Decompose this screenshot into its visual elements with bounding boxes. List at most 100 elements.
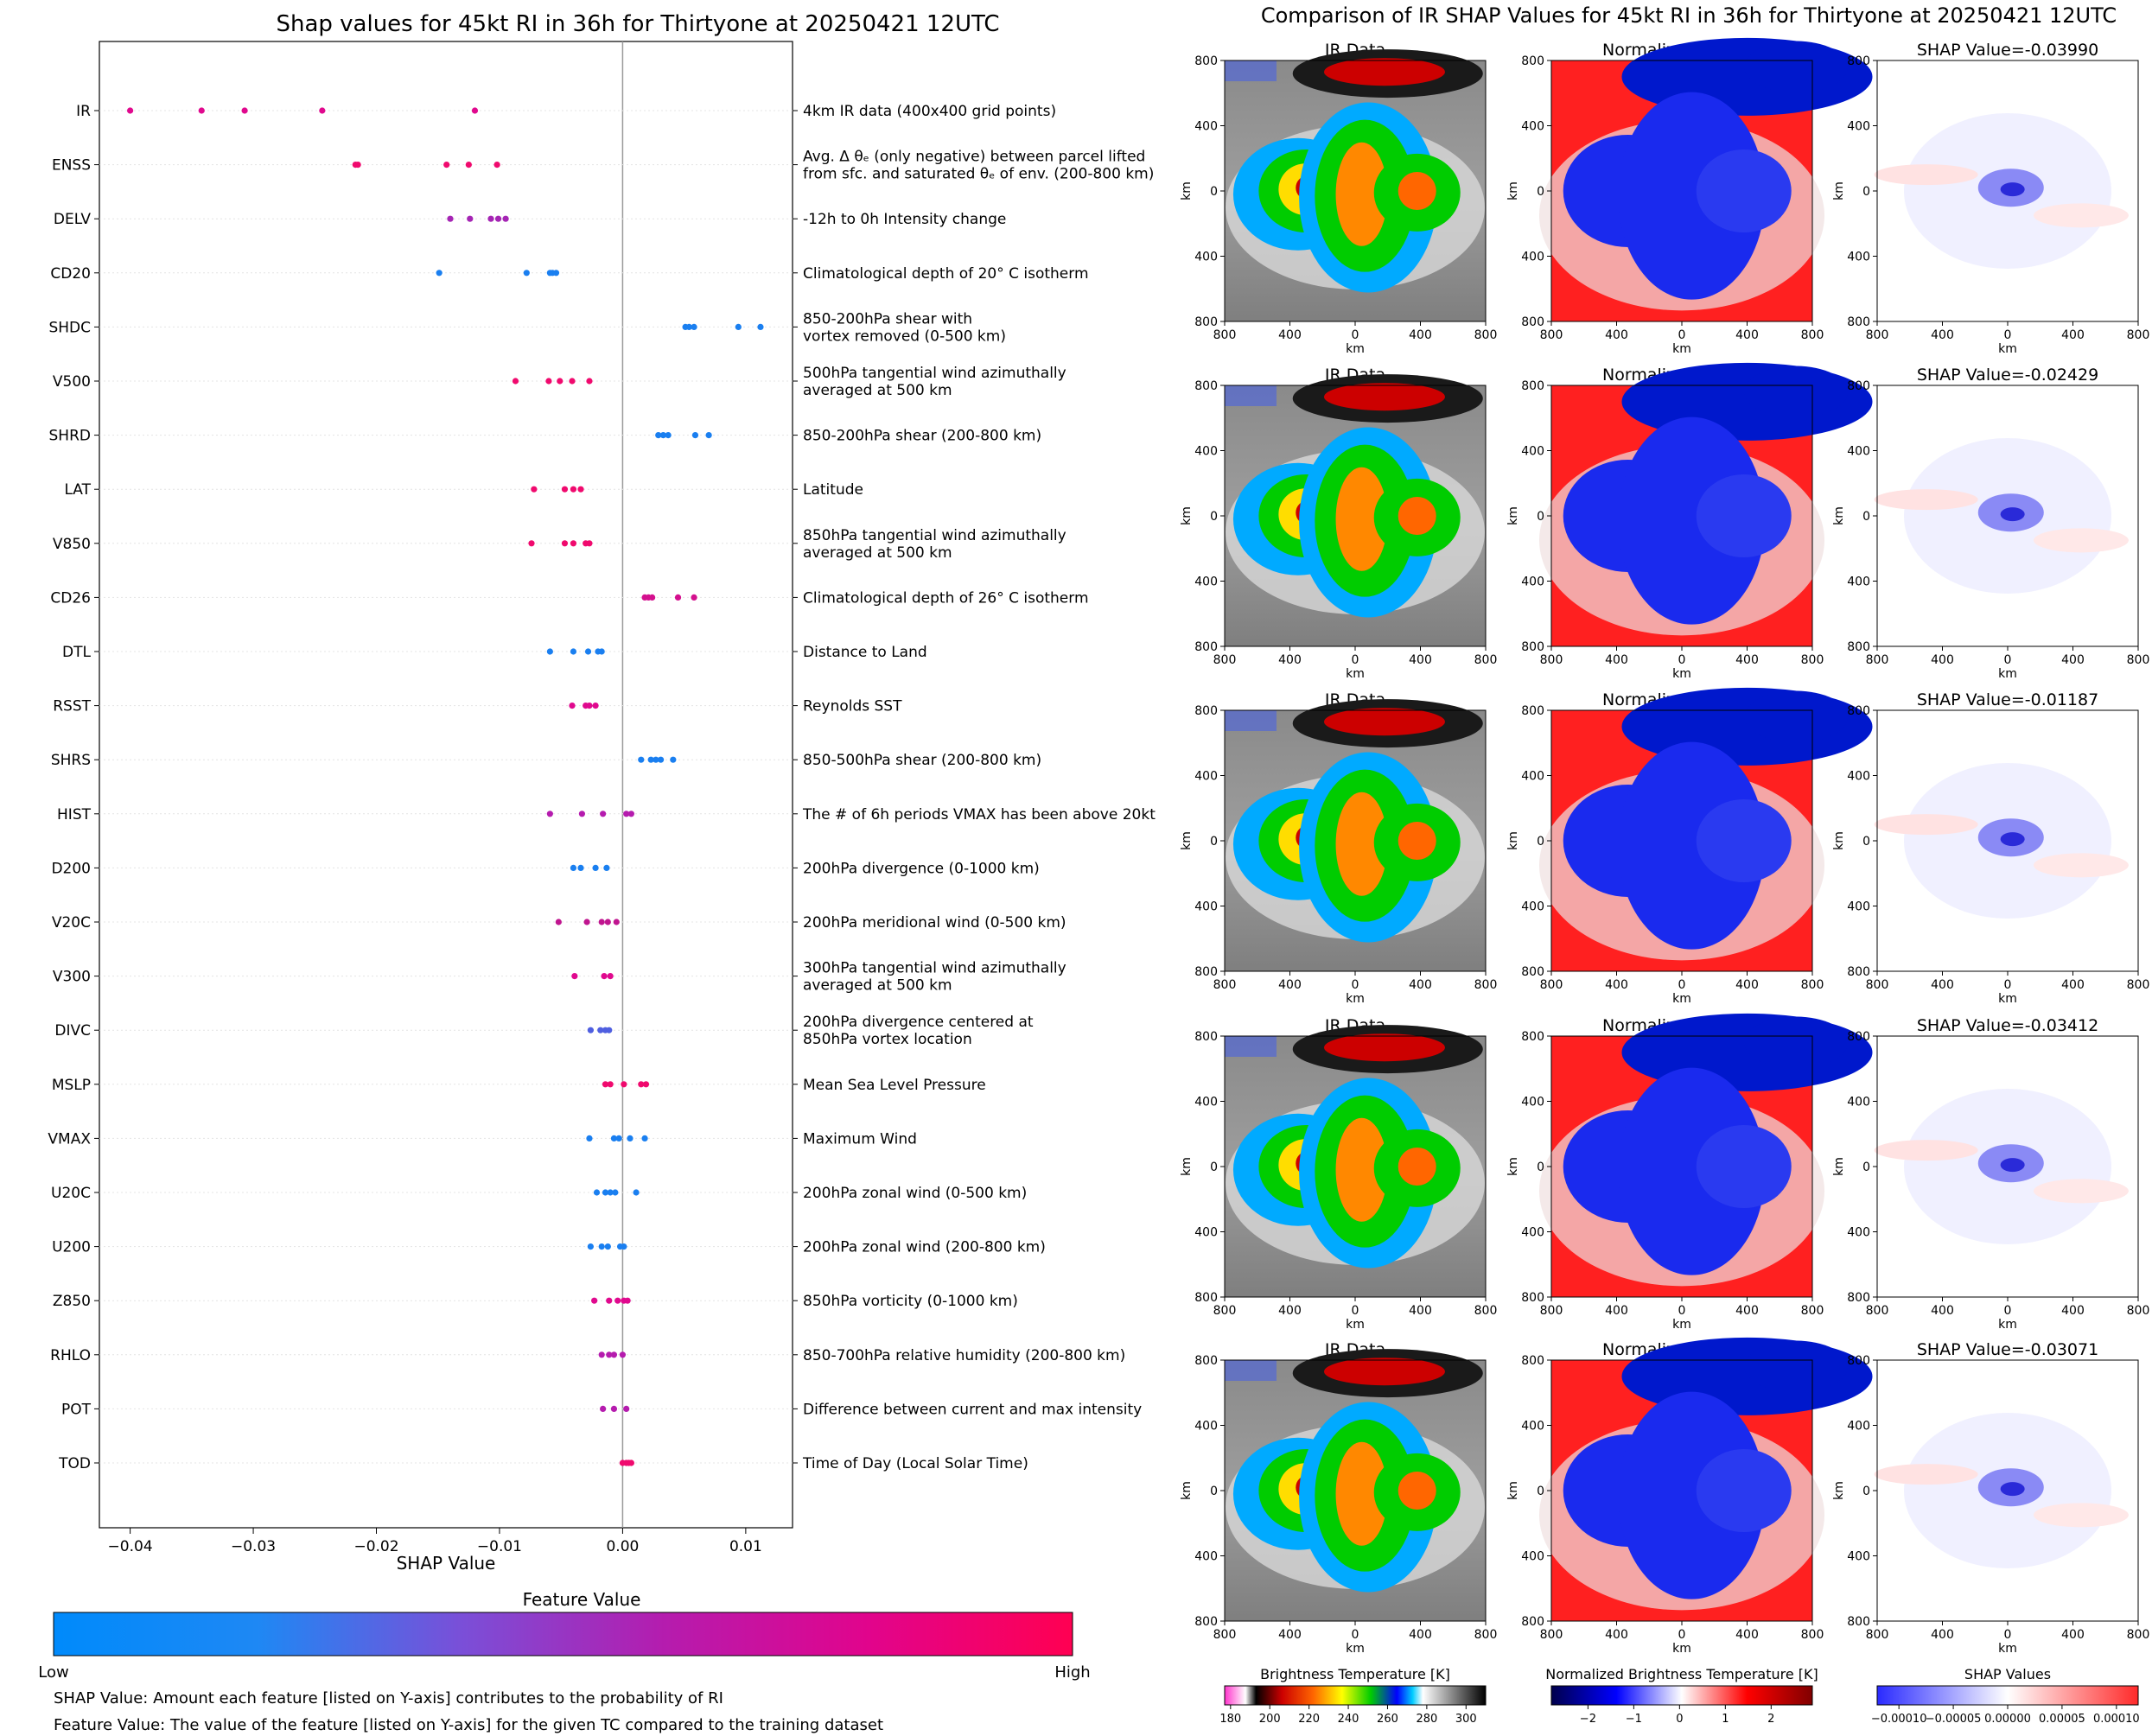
panel-y-tick-label: 400: [1194, 251, 1218, 264]
shap-positive-east: [2033, 1179, 2129, 1204]
panel-y-tick-label: 400: [1847, 445, 1870, 459]
panel-y-tick-label: 400: [1521, 770, 1544, 784]
panel-y-label: km: [1180, 1157, 1194, 1176]
colorbar-tick-label: 2: [1767, 1713, 1774, 1726]
panel-y-tick-label: 0: [1862, 1485, 1870, 1498]
feature-value-colorbar: [53, 1612, 1073, 1657]
panel-x-tick-label: 400: [1605, 1628, 1628, 1642]
panel-y-tick-label: 800: [1194, 379, 1218, 393]
shap-point: [655, 432, 662, 439]
panel-x-tick-label: 400: [2061, 653, 2085, 667]
feature-description: 200hPa meridional wind (0-500 km): [803, 914, 1066, 932]
panel-x-tick-label: 400: [1278, 978, 1302, 992]
x-tick-label: 0.01: [729, 1538, 762, 1555]
right-figure-title: Comparison of IR SHAP Values for 45kt RI…: [1261, 3, 2117, 28]
panel-y-label: km: [1180, 1481, 1194, 1500]
shap-point: [691, 323, 697, 330]
feature-row-rsst: RSST Reynolds SST: [53, 698, 902, 715]
panel-norm-row-4: Normalized IR Data8008004004000040040080…: [1506, 1013, 1873, 1332]
panel-x-tick-label: 400: [1931, 1628, 1954, 1642]
colorbar-tick-label: 260: [1377, 1713, 1398, 1726]
nw-cloud: [1225, 1360, 1277, 1381]
shap-point: [607, 1081, 614, 1088]
feature-description: 850-700hPa relative humidity (200-800 km…: [803, 1347, 1125, 1364]
feature-label: DELV: [54, 211, 91, 228]
shap-point: [587, 1243, 594, 1250]
panel-y-tick-label: 0: [1537, 835, 1544, 849]
panel-y-tick-label: 800: [1521, 379, 1544, 393]
shap-point: [571, 973, 578, 980]
feature-label: CD20: [50, 265, 91, 283]
shap-point: [633, 1189, 640, 1196]
feature-row-ir: IR 4km IR data (400x400 grid points): [76, 103, 1056, 120]
panel-title: SHAP Value=-0.02429: [1917, 366, 2098, 385]
panel-y-tick-label: 800: [1847, 54, 1870, 68]
colorbar-tick-label: 300: [1455, 1713, 1477, 1726]
colorbar-tick-label: 280: [1416, 1713, 1437, 1726]
shap-point: [603, 864, 610, 872]
shap-point: [583, 919, 590, 925]
shap-point: [705, 432, 712, 439]
panel-y-label: km: [1180, 506, 1194, 525]
east-cell-core: [1398, 1472, 1436, 1510]
core-inner: [1335, 467, 1388, 571]
shap-point: [569, 378, 576, 385]
shap-point: [610, 1405, 618, 1412]
panel-y-tick-label: 400: [1847, 1096, 1870, 1110]
shap-point: [512, 378, 519, 385]
panel-title: SHAP Value=-0.01187: [1917, 690, 2098, 709]
feature-row-u200: U200 200hPa zonal wind (200-800 km): [52, 1239, 1046, 1256]
panel-x-tick-label: 400: [1735, 328, 1759, 342]
panel-x-tick-label: 0: [2004, 328, 2012, 342]
shap-point: [545, 378, 552, 385]
shap-point: [641, 1135, 648, 1141]
panel-norm-row-3: Normalized IR Data8008004004000040040080…: [1506, 687, 1873, 1006]
shap-point: [638, 1081, 645, 1088]
shap-point: [570, 540, 577, 547]
panel-x-tick-label: 400: [1931, 653, 1954, 667]
panel-y-tick-label: 800: [1194, 54, 1218, 68]
feature-label: IR: [76, 103, 91, 120]
panel-y-tick-label: 800: [1521, 1030, 1544, 1044]
panel-y-label: km: [1832, 1481, 1846, 1500]
shap-point: [638, 756, 645, 763]
panel-y-tick-label: 800: [1521, 1354, 1544, 1368]
shap-point: [577, 486, 584, 493]
shap-point: [691, 594, 697, 601]
panel-y-tick-label: 800: [1521, 1615, 1544, 1629]
shap-point: [615, 1135, 622, 1141]
panel-x-tick-label: 400: [1605, 1304, 1628, 1318]
panel-y-tick-label: 400: [1521, 1420, 1544, 1434]
feature-label: V20C: [52, 914, 91, 932]
panel-x-label: km: [1346, 667, 1365, 681]
panel-x-tick-label: 0: [1352, 653, 1359, 667]
shap-point: [593, 1189, 601, 1196]
shap-point: [523, 270, 530, 277]
panel-x-tick-label: 800: [1866, 653, 1889, 667]
shap-point: [602, 1081, 609, 1088]
shap-point: [531, 486, 538, 493]
left-plot-axes: [99, 41, 793, 1529]
panel-x-tick-label: 800: [1213, 1628, 1237, 1642]
feature-row-shrs: SHRS 850-500hPa shear (200-800 km): [51, 752, 1041, 769]
panel-x-tick-label: 800: [1213, 978, 1237, 992]
shap-positive-east: [2033, 1503, 2129, 1528]
east-cell-core: [1398, 1148, 1436, 1186]
cold-cell-east: [1696, 1125, 1792, 1208]
panel-x-tick-label: 800: [2127, 328, 2150, 342]
panel-x-tick-label: 800: [1213, 653, 1237, 667]
panel-title: SHAP Value=-0.03412: [1917, 1016, 2098, 1035]
panel-y-tick-label: 400: [1521, 1096, 1544, 1110]
panel-y-tick-label: 400: [1194, 1420, 1218, 1434]
panel-y-tick-label: 800: [1847, 1615, 1870, 1629]
feature-row-lat: LAT Latitude: [64, 481, 863, 499]
panel-y-label: km: [1832, 506, 1846, 525]
feature-label: SHRS: [51, 752, 91, 769]
cold-core: [1618, 1391, 1766, 1599]
shap-positive-west: [1874, 1140, 1978, 1161]
feature-description: 4km IR data (400x400 grid points): [803, 103, 1056, 120]
cold-core: [1618, 92, 1766, 300]
panel-x-tick-label: 0: [2004, 1304, 2012, 1318]
panel-y-tick-label: 800: [1847, 379, 1870, 393]
